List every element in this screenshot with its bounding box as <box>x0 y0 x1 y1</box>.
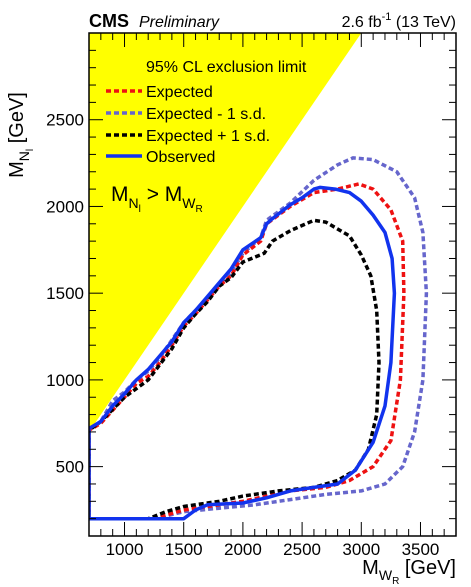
y-axis-symbol: M <box>6 161 28 178</box>
x-axis-sub: W <box>379 567 393 583</box>
x-tick-label: 2000 <box>224 540 262 559</box>
experiment-label: CMS <box>89 11 129 31</box>
legend-title: 95% CL exclusion limit <box>146 59 307 76</box>
y-tick-label: 1500 <box>46 284 84 303</box>
y-tick-label: 2500 <box>46 111 84 130</box>
plot-frame <box>88 32 457 537</box>
region-annotation: MNl > MWR <box>111 183 203 215</box>
luminosity-energy: (13 TeV) <box>391 14 456 31</box>
y-axis-title: MNl [GeV] <box>6 92 36 178</box>
x-axis-title: MWR [GeV] <box>362 557 456 587</box>
plot-area <box>89 33 429 521</box>
y-tick-label: 1000 <box>46 371 84 390</box>
region-right-sub: W <box>182 195 196 211</box>
series-line-expected-plus <box>89 218 381 521</box>
x-axis-unit: [GeV] <box>399 557 456 579</box>
x-tick-label: 1500 <box>165 540 203 559</box>
x-axis-symbol: M <box>362 557 379 579</box>
y-axis-sub: N <box>16 151 32 161</box>
x-tick-label: 3000 <box>342 540 380 559</box>
region-right-subsub: R <box>196 204 203 215</box>
region-left-sub: N <box>129 195 139 211</box>
y-axis-unit: [GeV] <box>6 92 28 149</box>
region-left-subsub: l <box>139 204 141 215</box>
x-tick-label: 3500 <box>402 540 440 559</box>
series-line-observed <box>89 185 397 521</box>
x-axis-subsub: R <box>392 576 399 587</box>
y-tick-label: 2000 <box>46 197 84 216</box>
region-left-symbol: M <box>111 183 129 206</box>
region-operator: > M <box>141 183 182 206</box>
excluded-region-fill <box>89 33 362 432</box>
legend-label-expected-minus: Expected - 1 s.d. <box>146 106 266 123</box>
legend: 95% CL exclusion limit Expected Expected… <box>106 59 307 166</box>
luminosity-exponent: -1 <box>382 11 392 23</box>
x-tick-label: 2500 <box>283 540 321 559</box>
x-tick-label: 1000 <box>106 540 144 559</box>
status-label: Preliminary <box>139 14 220 31</box>
series-layer <box>89 156 429 521</box>
axis-ticks: 1000 1500 2000 2500 3000 3500 500 1000 1500 2000 2… <box>46 32 456 559</box>
luminosity-label: 2.6 fb-1 (13 TeV) <box>342 11 456 31</box>
y-tick-label: 500 <box>56 458 84 477</box>
legend-label-expected: Expected <box>146 84 213 101</box>
legend-label-observed: Observed <box>146 149 215 166</box>
luminosity-value: 2.6 fb <box>342 14 382 31</box>
y-axis-subsub: l <box>25 149 36 151</box>
legend-label-expected-plus: Expected + 1 s.d. <box>146 128 270 145</box>
